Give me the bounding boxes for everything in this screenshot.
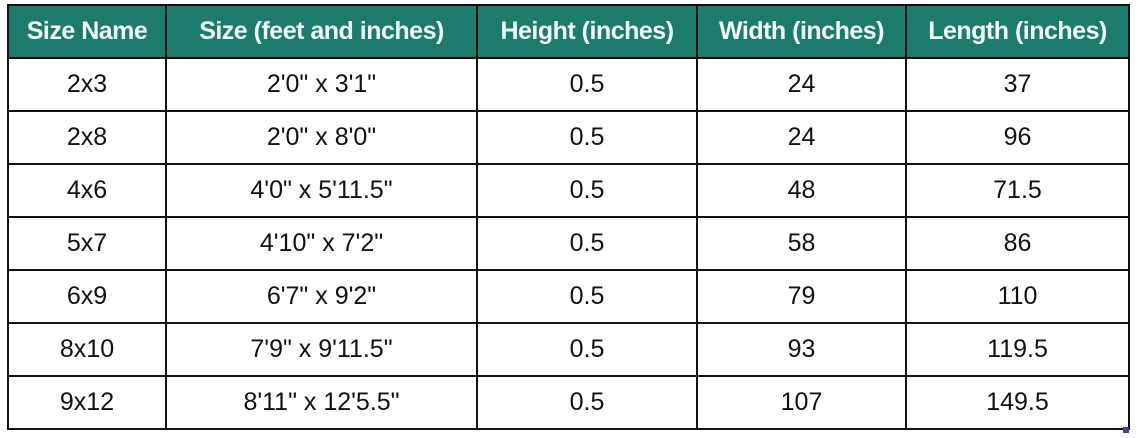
- table-row: 5x7 4'10" x 7'2" 0.5 58 86: [7, 216, 1130, 271]
- cell-size-feet-inches[interactable]: 2'0" x 8'0": [165, 110, 478, 165]
- cell-height[interactable]: 0.5: [476, 322, 698, 377]
- cell-size-name[interactable]: 5x7: [7, 216, 167, 271]
- cell-length[interactable]: 149.5: [905, 375, 1130, 430]
- cell-width[interactable]: 107: [696, 375, 907, 430]
- rug-size-table: Size Name Size (feet and inches) Height (i…: [7, 4, 1130, 430]
- table-row: 2x3 2'0" x 3'1" 0.5 24 37: [7, 57, 1130, 112]
- fill-handle[interactable]: [1123, 427, 1129, 433]
- table-row: 9x12 8'11" x 12'5.5" 0.5 107 149.5: [7, 375, 1130, 430]
- cell-size-name[interactable]: 4x6: [7, 163, 167, 218]
- column-header-size-feet-inches: Size (feet and inches): [165, 4, 478, 59]
- cell-size-name[interactable]: 2x8: [7, 110, 167, 165]
- header-row: Size Name Size (feet and inches) Height (i…: [7, 4, 1130, 59]
- cell-height[interactable]: 0.5: [476, 163, 698, 218]
- column-header-size-name: Size Name: [7, 4, 167, 59]
- cell-size-feet-inches[interactable]: 7'9" x 9'11.5": [165, 322, 478, 377]
- table-row: 6x9 6'7" x 9'2" 0.5 79 110: [7, 269, 1130, 324]
- cell-height[interactable]: 0.5: [476, 375, 698, 430]
- column-header-height: Height (inches): [476, 4, 698, 59]
- cell-size-feet-inches[interactable]: 4'10" x 7'2": [165, 216, 478, 271]
- cell-length[interactable]: 119.5: [905, 322, 1130, 377]
- cell-size-feet-inches[interactable]: 6'7" x 9'2": [165, 269, 478, 324]
- table-row: 2x8 2'0" x 8'0" 0.5 24 96: [7, 110, 1130, 165]
- column-header-width: Width (inches): [696, 4, 907, 59]
- cell-height[interactable]: 0.5: [476, 216, 698, 271]
- cell-width[interactable]: 58: [696, 216, 907, 271]
- cell-width[interactable]: 48: [696, 163, 907, 218]
- cell-width[interactable]: 93: [696, 322, 907, 377]
- cell-size-name[interactable]: 9x12: [7, 375, 167, 430]
- table-row: 4x6 4'0" x 5'11.5" 0.5 48 71.5: [7, 163, 1130, 218]
- cell-height[interactable]: 0.5: [476, 57, 698, 112]
- cell-height[interactable]: 0.5: [476, 269, 698, 324]
- cell-width[interactable]: 79: [696, 269, 907, 324]
- cell-height[interactable]: 0.5: [476, 110, 698, 165]
- cell-size-name[interactable]: 2x3: [7, 57, 167, 112]
- cell-size-feet-inches[interactable]: 4'0" x 5'11.5": [165, 163, 478, 218]
- cell-length[interactable]: 110: [905, 269, 1130, 324]
- cell-size-name[interactable]: 6x9: [7, 269, 167, 324]
- cell-width[interactable]: 24: [696, 110, 907, 165]
- column-header-length: Length (inches): [905, 4, 1130, 59]
- cell-size-feet-inches[interactable]: 8'11" x 12'5.5": [165, 375, 478, 430]
- cell-size-name[interactable]: 8x10: [7, 322, 167, 377]
- table-row: 8x10 7'9" x 9'11.5" 0.5 93 119.5: [7, 322, 1130, 377]
- cell-size-feet-inches[interactable]: 2'0" x 3'1": [165, 57, 478, 112]
- cell-width[interactable]: 24: [696, 57, 907, 112]
- cell-length[interactable]: 86: [905, 216, 1130, 271]
- cell-length[interactable]: 71.5: [905, 163, 1130, 218]
- cell-length[interactable]: 37: [905, 57, 1130, 112]
- cell-length[interactable]: 96: [905, 110, 1130, 165]
